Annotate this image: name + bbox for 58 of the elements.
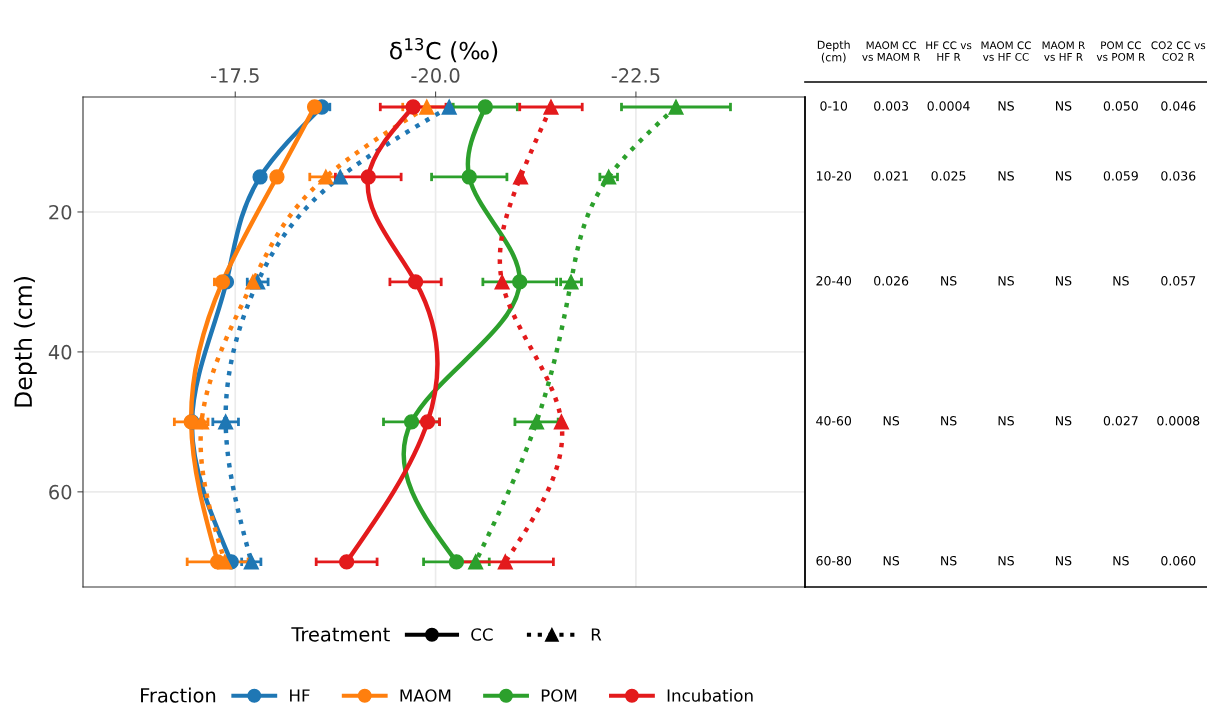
x-tick-label: -22.5 <box>611 68 660 83</box>
text: NS <box>998 171 1014 181</box>
category-label: 0-10 <box>820 101 848 111</box>
text: NS <box>1056 101 1072 111</box>
text: CC <box>471 628 493 641</box>
text: 0.050 <box>1103 101 1138 111</box>
text: 0.0008 <box>1157 416 1200 426</box>
text: NS <box>1113 276 1129 286</box>
text: NS <box>1056 555 1072 566</box>
text: NS <box>998 555 1014 566</box>
x-tick-label: -20.0 <box>411 68 460 83</box>
text: NS <box>941 555 957 566</box>
y-tick-label: 40 <box>48 344 72 360</box>
text: Fraction <box>141 687 216 703</box>
text: Depth (cm) <box>817 40 850 63</box>
text: NS <box>998 416 1014 426</box>
category-label: 20-40 <box>816 276 852 286</box>
x-axis-title: δ$^{13}$C (‰) <box>390 37 498 63</box>
text: 0.0004 <box>927 101 970 111</box>
text: 0.059 <box>1103 171 1138 181</box>
text: 0.057 <box>1161 276 1196 286</box>
text: 0.046 <box>1161 101 1196 111</box>
category-label: CO2 CC vs CO2 R <box>1151 41 1206 61</box>
text: NS <box>998 276 1014 286</box>
legend-label: Incubation <box>667 688 753 702</box>
text: 0.021 <box>874 171 908 181</box>
text: NS <box>883 555 900 566</box>
y-tick-label: 60 <box>49 484 72 500</box>
x-tick-label: -17.5 <box>211 68 259 83</box>
legend-label: HF <box>290 689 310 702</box>
text: 0.060 <box>1161 555 1196 566</box>
text: NS <box>998 101 1014 111</box>
category-label: MAOM CC vs HF CC <box>981 41 1031 61</box>
category-label: 60-80 <box>816 555 852 566</box>
text: 0.027 <box>1103 416 1138 426</box>
category-label: 10-20 <box>816 171 852 181</box>
y-tick-label: 20 <box>49 204 72 220</box>
text: 0.025 <box>931 171 966 181</box>
text: Treatment <box>291 627 390 642</box>
category-label: MAOM R vs HF R <box>1042 41 1085 61</box>
text: 0.026 <box>874 276 909 286</box>
text: 0.036 <box>1161 171 1196 181</box>
y-axis-title: Depth (cm) <box>13 277 37 407</box>
text: NS <box>941 416 957 426</box>
text: NS <box>883 416 900 426</box>
legend-label: POM <box>541 689 577 702</box>
text: NS <box>1113 555 1129 566</box>
category-label: POM CC vs POM R <box>1096 41 1146 61</box>
text: NS <box>941 276 957 286</box>
category-label: HF CC vs HF R <box>926 41 972 61</box>
category-label: 40-60 <box>816 416 852 426</box>
text: R <box>591 628 602 641</box>
legend-label: MAOM <box>400 689 451 702</box>
text: NS <box>1056 276 1072 286</box>
text: 0.003 <box>874 101 909 111</box>
text: NS <box>1056 171 1072 181</box>
category-label: MAOM CC vs MAOM R <box>862 41 921 61</box>
text: NS <box>1056 416 1072 426</box>
